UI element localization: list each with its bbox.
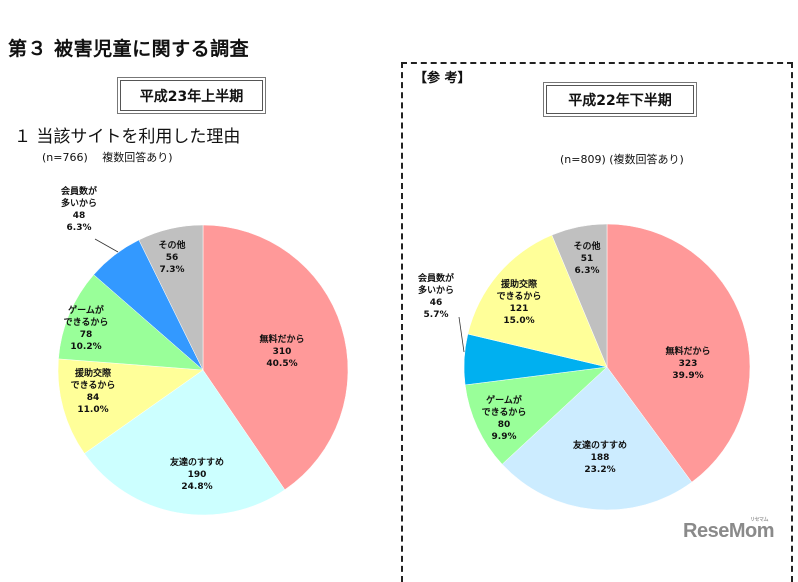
left-period-label: 平成23年上半期 <box>120 80 263 111</box>
slice-label: ゲームができるから 80 9.9% <box>482 394 527 442</box>
slice-label: 援助交際できるから 121 15.0% <box>497 278 542 326</box>
logo-subtext: リセマム <box>749 517 769 523</box>
reference-frame <box>401 62 793 582</box>
slice-label: 友達のすすめ 188 23.2% <box>573 439 627 475</box>
slice-label: 友達のすすめ 190 24.8% <box>170 456 224 492</box>
left-period-box: 平成23年上半期 <box>117 77 266 114</box>
pie-slice <box>84 369 286 516</box>
left-pie-chart: 無料だから 310 40.5% 友達のすすめ 190 24.8% 援助交際できるから 84 11… <box>57 185 349 516</box>
pie-slice <box>202 224 349 491</box>
slice-label: その他 56 7.3% <box>158 239 185 275</box>
pie-slice <box>57 358 204 454</box>
slice-label: ゲームができるから 78 10.2% <box>64 304 109 352</box>
pie-charts: 無料だから 310 40.5% 友達のすすめ 190 24.8% 援助交際できるから 84 11… <box>57 185 751 516</box>
pie-slice <box>58 274 204 371</box>
slice-label: 援助交際できるから 84 11.0% <box>71 367 116 415</box>
slice-label: 無料だから 310 40.5% <box>259 333 304 369</box>
slice-label: 無料だから 323 39.9% <box>665 345 710 381</box>
reference-label: 【参 考】 <box>414 71 471 86</box>
pie-slice <box>501 366 693 511</box>
right-pie-chart: 無料だから 323 39.9% 友達のすすめ 188 23.2% ゲームができるから 80 9.… <box>418 223 751 511</box>
right-period-box: 平成22年下半期 <box>543 82 697 117</box>
leader-line <box>94 238 119 253</box>
right-sample-note: (n=809) (複数回答あり) <box>560 153 684 166</box>
pie-slice <box>606 223 751 483</box>
slice-label: 会員数が多いから 46 5.7% <box>418 272 455 320</box>
logo-text: ReseMom <box>683 520 774 542</box>
leader-line <box>458 316 465 353</box>
slice-label: その他 51 6.3% <box>573 240 600 276</box>
page-title: 第３ 被害児童に関する調査 <box>8 38 250 60</box>
section-title: １ 当該サイトを利用した理由 <box>14 127 241 147</box>
resemom-logo: ReseMom リセマム <box>683 517 774 543</box>
right-period-label: 平成22年下半期 <box>546 85 694 114</box>
pie-slice <box>467 234 608 368</box>
left-sample-note: (n=766) 複数回答あり) <box>42 151 173 164</box>
pie-slice <box>138 224 204 371</box>
pie-slice <box>464 366 608 465</box>
slice-label: 会員数が多いから 48 6.3% <box>61 185 98 233</box>
pie-slice <box>551 223 608 368</box>
